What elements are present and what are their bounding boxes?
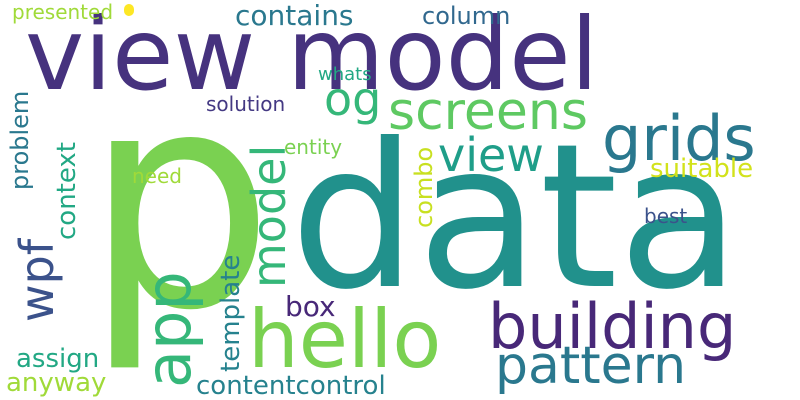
- word-need: need: [132, 164, 182, 188]
- word-p: p: [84, 27, 275, 376]
- word-view-model: view model: [25, 0, 599, 113]
- word-app: app: [132, 271, 205, 388]
- word-building: building: [488, 290, 737, 363]
- word-view: view: [438, 128, 544, 182]
- word-entity: entity: [284, 135, 343, 159]
- word-pattern: pattern: [495, 336, 687, 396]
- word-whats: whats: [318, 64, 372, 85]
- word-template: template: [216, 254, 246, 372]
- word-anyway: anyway: [6, 368, 107, 398]
- word-data: data: [290, 101, 741, 334]
- word-screens: screens: [388, 82, 588, 142]
- word-column: column: [422, 2, 511, 30]
- word-solution: solution: [206, 92, 286, 116]
- word-grids: grids: [602, 102, 756, 175]
- word-best: best: [644, 204, 688, 228]
- word-og: og: [324, 72, 382, 126]
- word-combo: combo: [410, 146, 438, 228]
- word-presented: presented: [12, 0, 114, 24]
- word-contentcontrol: contentcontrol: [196, 371, 386, 400]
- word-dot: [124, 4, 134, 16]
- word-suitable: suitable: [650, 154, 754, 184]
- word-hello: hello: [248, 293, 442, 386]
- word-context: context: [52, 142, 82, 240]
- word-problem: problem: [6, 90, 34, 190]
- word-wpf: wpf: [10, 238, 64, 322]
- word-box: box: [285, 290, 336, 323]
- word-contains: contains: [235, 0, 354, 32]
- word-assign: assign: [16, 344, 100, 374]
- word-model: model: [242, 144, 296, 288]
